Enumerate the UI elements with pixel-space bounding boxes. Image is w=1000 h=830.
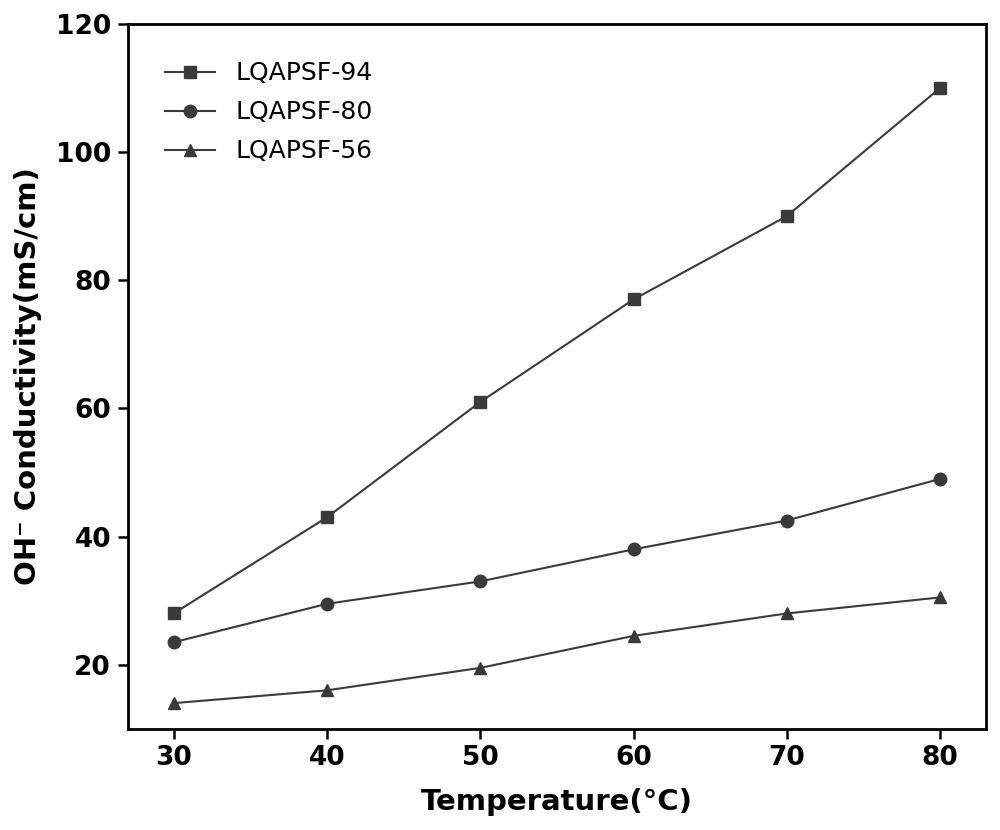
- LQAPSF-56: [321, 686, 333, 696]
- LQAPSF-80: [474, 576, 486, 586]
- LQAPSF-94: [474, 397, 486, 407]
- LQAPSF-94: [168, 608, 180, 618]
- Line: LQAPSF-56: LQAPSF-56: [167, 591, 946, 710]
- LQAPSF-80: [781, 515, 793, 525]
- LQAPSF-94: [781, 211, 793, 221]
- Line: LQAPSF-94: LQAPSF-94: [167, 81, 946, 620]
- LQAPSF-94: [934, 83, 946, 93]
- LQAPSF-56: [168, 698, 180, 708]
- Legend: LQAPSF-94, LQAPSF-80, LQAPSF-56: LQAPSF-94, LQAPSF-80, LQAPSF-56: [140, 37, 397, 188]
- X-axis label: Temperature(°C): Temperature(°C): [421, 788, 693, 816]
- LQAPSF-80: [934, 474, 946, 484]
- LQAPSF-56: [934, 593, 946, 603]
- LQAPSF-80: [168, 637, 180, 647]
- LQAPSF-56: [474, 663, 486, 673]
- LQAPSF-94: [628, 295, 640, 305]
- LQAPSF-56: [781, 608, 793, 618]
- Line: LQAPSF-80: LQAPSF-80: [167, 472, 946, 648]
- LQAPSF-94: [321, 512, 333, 522]
- LQAPSF-80: [321, 598, 333, 608]
- LQAPSF-56: [628, 631, 640, 641]
- LQAPSF-80: [628, 544, 640, 554]
- Y-axis label: OH⁻ Conductivity(mS/cm): OH⁻ Conductivity(mS/cm): [14, 168, 42, 585]
